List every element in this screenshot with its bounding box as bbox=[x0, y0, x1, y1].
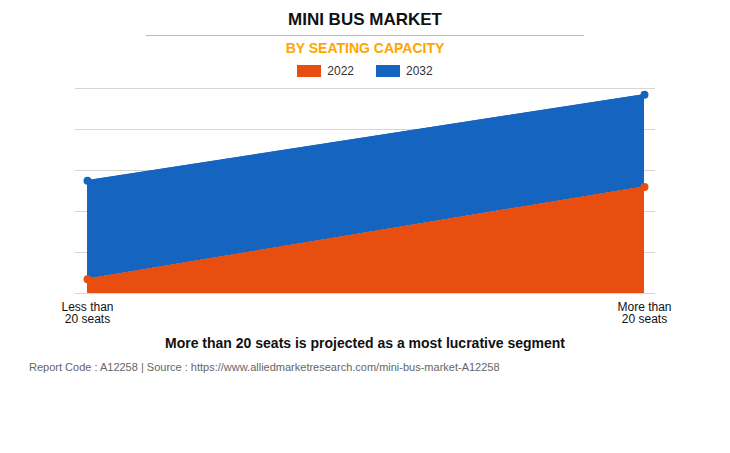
html-text:Report Code : A12258 | Source: Report Code : A12258 | Source : https://… bbox=[29, 361, 500, 373]
svg-text:Less than20 seats: Less than20 seats bbox=[61, 300, 113, 326]
html-text:BY SEATING CAPACITY: BY SEATING CAPACITY bbox=[285, 40, 445, 56]
html-text:MINI BUS MARKET: MINI BUS MARKET bbox=[288, 10, 442, 29]
html-text:2032: 2032 bbox=[406, 64, 433, 78]
html-text:2022: 2022 bbox=[327, 64, 354, 78]
html-text:More than 20 seats is projecte: More than 20 seats is projected as a mos… bbox=[165, 335, 565, 351]
svg-text:More than20 seats: More than20 seats bbox=[617, 300, 671, 326]
